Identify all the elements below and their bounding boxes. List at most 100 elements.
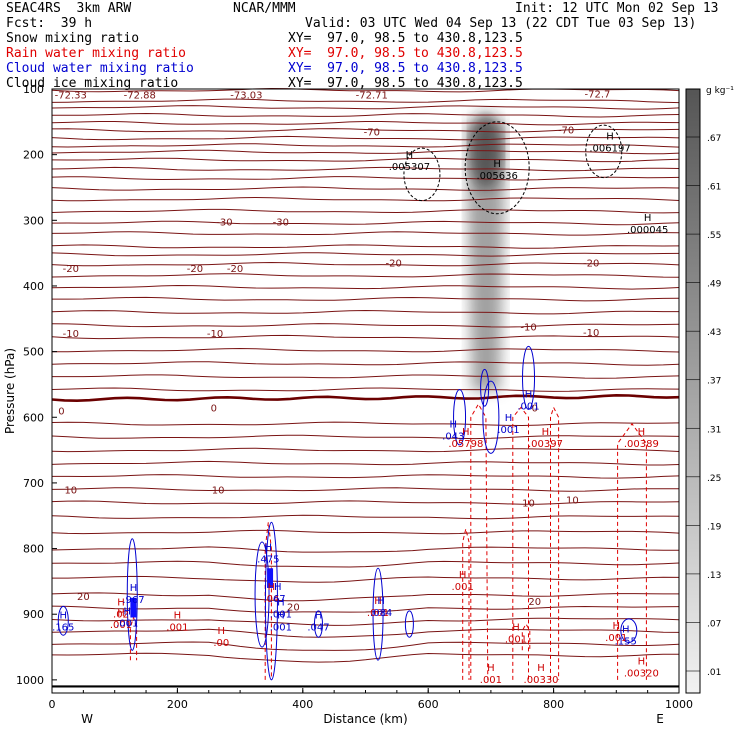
x-tick-label: 400 — [292, 698, 313, 711]
max-value-label: .02 — [113, 610, 129, 621]
isotherm-label: -70 — [364, 128, 380, 139]
isentrope-line — [51, 261, 680, 267]
isotherm-label: 0 — [58, 407, 64, 418]
rain-contour — [617, 422, 647, 680]
east-label: E — [656, 712, 664, 726]
isentrope-line — [51, 605, 680, 613]
colorbar-label: .61 — [707, 183, 721, 193]
max-marker: H — [638, 427, 646, 438]
isotherm-label: 0 — [532, 403, 538, 414]
max-marker: H — [450, 420, 458, 431]
isentrope-line — [51, 387, 680, 392]
max-marker: H — [505, 413, 513, 424]
isotherm-label: -10 — [520, 323, 536, 334]
isentrope-line — [51, 105, 680, 110]
max-marker: H — [377, 596, 385, 607]
isentrope-line — [51, 186, 680, 191]
x-tick-label: 200 — [167, 698, 188, 711]
isentrope-line — [51, 560, 680, 568]
isentrope-line — [51, 361, 680, 366]
forecast-hour: Fcst: 39 h — [6, 16, 93, 31]
cloud-contour — [313, 610, 323, 638]
max-value-label: .006197 — [589, 143, 630, 154]
max-marker: H — [606, 131, 614, 142]
isotherm-label: 10 — [522, 499, 535, 510]
isotherm-label: -20 — [227, 264, 243, 275]
potential-temperature-contours — [51, 87, 680, 663]
isotherm-label: -10 — [207, 329, 223, 340]
max-value-label: .04 — [263, 594, 279, 605]
max-value-label: .00389 — [624, 439, 659, 450]
isentrope-line — [51, 166, 680, 172]
isotherm-label: 20 — [528, 597, 541, 608]
max-value-label: .084 — [370, 608, 392, 619]
max-marker: H — [638, 657, 646, 668]
isentrope-line — [51, 641, 680, 651]
y-tick-label: 700 — [23, 477, 44, 490]
isentrope-line — [51, 208, 680, 214]
freezing-level-line — [51, 393, 680, 403]
max-value-label: .001 — [517, 401, 539, 412]
isentrope-line — [51, 592, 679, 602]
colorbar-label: .37 — [707, 377, 721, 387]
max-value-label: .001 — [166, 623, 188, 634]
max-value-label: .001 — [116, 619, 138, 630]
field-name: Cloud ice mixing ratio — [6, 76, 179, 91]
max-value-label: .005307 — [389, 162, 430, 173]
isentrope-line — [51, 176, 680, 181]
max-value-label: .155 — [615, 636, 637, 647]
isentrope-line — [51, 421, 680, 427]
max-value-label: .001 — [497, 425, 519, 436]
cloud-contour — [404, 610, 414, 638]
max-value-label: .001 — [452, 582, 474, 593]
max-marker: H — [462, 427, 470, 438]
max-value-label: .001 — [110, 620, 132, 631]
max-value-label: .00 — [213, 638, 229, 649]
y-tick-label: 100 — [23, 83, 44, 96]
colorbar-label: .55 — [707, 231, 721, 241]
isentrope-line — [51, 529, 680, 535]
isotherm-label: 10 — [64, 485, 77, 496]
max-marker: H — [277, 598, 285, 609]
isentrope-line — [51, 309, 679, 315]
isotherm-label: -72.33 — [55, 90, 87, 101]
max-value-label: .001 — [505, 634, 527, 645]
max-marker: H — [487, 663, 495, 674]
isotherm-label: 10 — [566, 495, 579, 506]
colorbar-label: .19 — [707, 522, 722, 532]
rain-contour — [550, 406, 560, 680]
y-tick-label: 600 — [23, 411, 44, 424]
colorbar-label: .07 — [707, 619, 721, 629]
max-value-label: .001 — [480, 675, 502, 686]
ice-contour — [585, 124, 623, 179]
max-marker: H — [274, 582, 282, 593]
x-tick-label: 1000 — [665, 698, 693, 711]
isentrope-line — [51, 500, 680, 505]
isentrope-line — [51, 284, 680, 290]
colorbar-scale — [685, 88, 701, 694]
field-xy-range: XY= 97.0, 98.5 to 430.8,123.5 — [288, 31, 523, 46]
isotherm-label: 0 — [211, 403, 217, 414]
isentrope-line — [51, 98, 680, 104]
isentrope-line — [51, 652, 680, 663]
isentrope-line — [51, 546, 680, 553]
field-name: Snow mixing ratio — [6, 31, 140, 46]
isotherm-label: 20 — [77, 592, 90, 603]
max-marker: H — [218, 626, 226, 637]
ice-contour — [403, 147, 441, 202]
cloud-contour — [620, 618, 638, 643]
cloud-ice-contours — [403, 121, 623, 215]
contour-labels: -72.33 -72.88 -73.03 -72.71 -72.7 -70 -70 -30 -3… — [52, 90, 668, 687]
field-xy-range: XY= 97.0, 98.5 to 430.8,123.5 — [288, 46, 523, 61]
colorbar-label: .31 — [707, 425, 721, 435]
field-xy-range: XY= 97.0, 98.5 to 430.8,123.5 — [288, 76, 523, 91]
organization: NCAR/MMM — [233, 1, 296, 16]
max-marker: H — [512, 622, 520, 633]
max-value-label: .165 — [52, 623, 74, 634]
isotherm-label: -10 — [63, 329, 79, 340]
isotherm-label: -20 — [386, 258, 402, 269]
cloud-contour — [522, 345, 536, 410]
isentrope-line — [51, 220, 680, 226]
max-marker: H — [493, 159, 501, 170]
cloud-contour — [480, 368, 490, 407]
